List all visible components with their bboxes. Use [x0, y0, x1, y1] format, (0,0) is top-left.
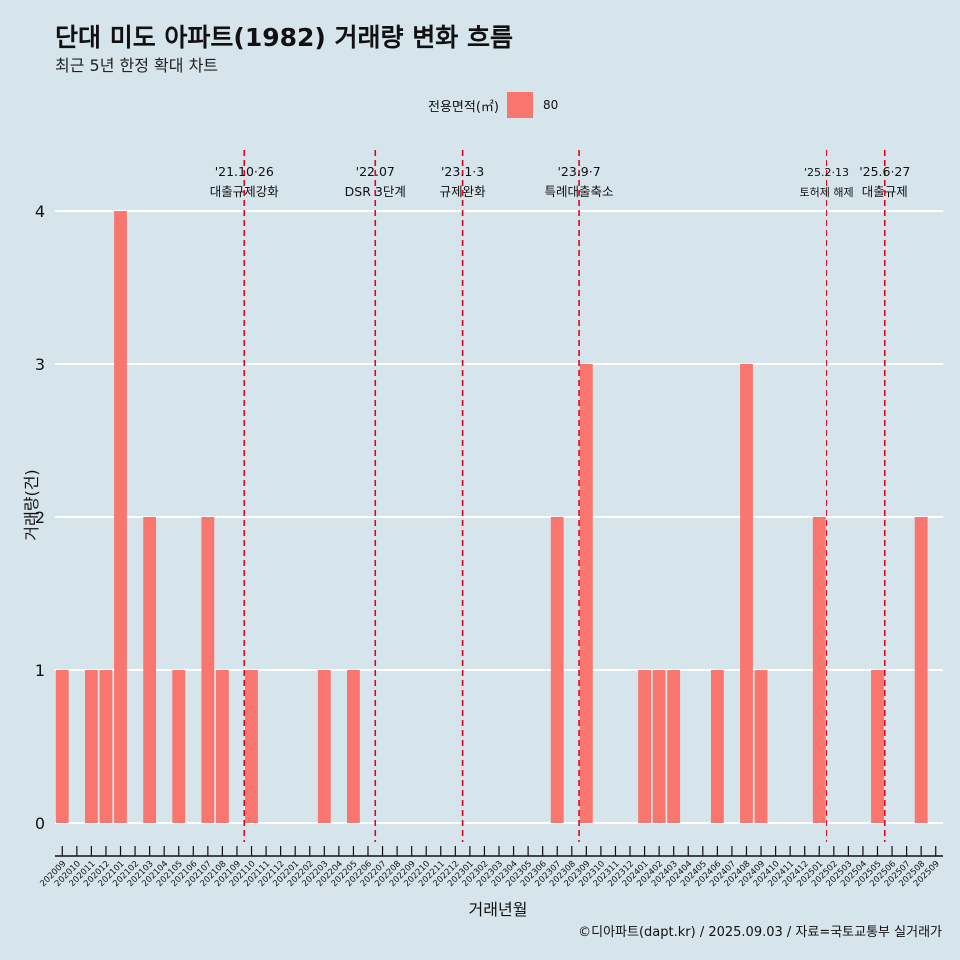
- bar: [216, 670, 229, 823]
- bar: [638, 670, 651, 823]
- bar: [579, 364, 593, 823]
- event-date-label: '22.07: [356, 164, 395, 179]
- bar: [84, 670, 98, 823]
- legend-swatch: [506, 92, 533, 118]
- bar: [172, 670, 186, 823]
- bar: [55, 670, 69, 823]
- bar: [710, 670, 724, 823]
- x-axis-label: 거래년월: [468, 900, 528, 919]
- legend-value: 80: [542, 98, 559, 112]
- source-caption: ©디아파트(dapt.kr) / 2025.09.03 / 자료=국토교통부 실…: [578, 925, 942, 940]
- bar: [871, 670, 884, 823]
- chart-subtitle: 최근 5년 한정 확대 차트: [55, 56, 219, 75]
- y-tick-label: 2: [35, 508, 45, 527]
- event-date-label: '21.10·26: [215, 164, 274, 179]
- legend-title: 전용면적(㎡): [428, 99, 499, 115]
- bar: [245, 670, 258, 823]
- bar: [201, 517, 215, 823]
- event-name-label: 규제완화: [440, 184, 487, 199]
- y-tick-label: 3: [35, 355, 45, 374]
- bar: [652, 670, 666, 823]
- event-date-label: '23.9·7: [557, 164, 600, 179]
- event-name-label: 대출규제: [862, 184, 908, 199]
- bar: [347, 670, 360, 823]
- event-date-label: '25.6·27: [859, 164, 910, 179]
- y-tick-label: 1: [35, 661, 45, 680]
- event-name-label: DSR 3단계: [345, 184, 406, 199]
- event-name-label: 특례대출축소: [545, 184, 614, 199]
- bar: [812, 517, 826, 823]
- y-tick-label: 4: [35, 202, 45, 221]
- bar: [914, 517, 928, 823]
- event-name-label: 대출규제강화: [210, 184, 280, 199]
- event-date-label: '23.1·3: [441, 164, 484, 179]
- bar: [550, 517, 564, 823]
- legend: 전용면적(㎡) 80: [428, 92, 558, 118]
- y-axis-label: 거래량(건): [22, 469, 41, 541]
- bar: [667, 670, 681, 823]
- chart-title: 단대 미도 아파트(1982) 거래량 변화 흐름: [55, 23, 513, 52]
- bar: [740, 364, 753, 823]
- bar: [317, 670, 331, 823]
- bar: [754, 670, 768, 823]
- event-date-label: '25.2·13: [804, 166, 849, 179]
- event-name-label: 토허제 해제: [799, 185, 853, 199]
- bar: [99, 670, 113, 823]
- y-tick-label: 0: [35, 814, 45, 833]
- bar: [114, 211, 127, 823]
- bar: [143, 517, 157, 823]
